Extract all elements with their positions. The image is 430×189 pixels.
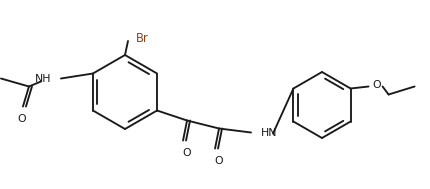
Text: O: O — [183, 149, 191, 159]
Text: HN: HN — [261, 128, 277, 138]
Text: O: O — [18, 115, 26, 125]
Text: O: O — [215, 156, 223, 167]
Text: Br: Br — [136, 32, 149, 44]
Text: O: O — [372, 80, 381, 90]
Text: NH: NH — [34, 74, 51, 84]
